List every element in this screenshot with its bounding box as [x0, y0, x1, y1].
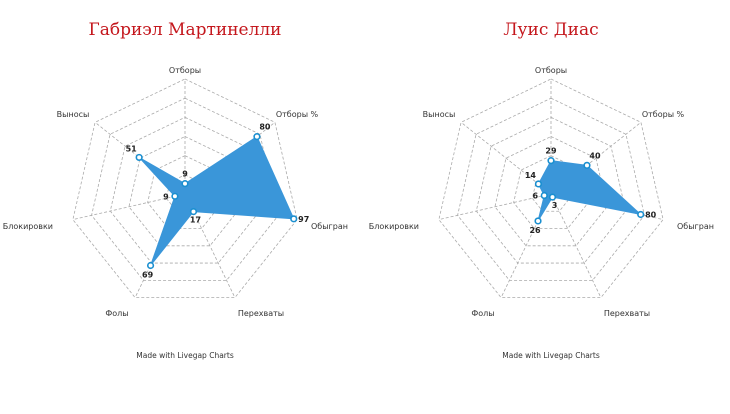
axis-spoke — [550, 121, 642, 195]
axis-label: Выносы — [423, 110, 456, 119]
data-point[interactable] — [547, 157, 555, 165]
value-label: 40 — [589, 151, 601, 160]
axis-label: Блокировки — [369, 222, 419, 231]
grid-ring — [147, 155, 223, 229]
radar-chart-right: Луис Диас Отборы Отборы % Обыгран Перехваты… — [369, 20, 714, 360]
data-point[interactable] — [534, 217, 542, 225]
data-point[interactable] — [135, 153, 143, 162]
value-label: 9 — [182, 170, 188, 179]
value-label: 6 — [532, 192, 538, 201]
grid-ring — [494, 136, 608, 247]
value-label: 17 — [190, 216, 201, 225]
grid-ring — [457, 97, 645, 281]
data-point[interactable] — [189, 208, 198, 216]
grid-ring — [475, 116, 627, 264]
radar-series — [534, 157, 645, 225]
grid-ring — [513, 155, 589, 229]
data-point[interactable] — [548, 193, 557, 201]
axis-label: Перехваты — [604, 309, 650, 318]
chart-credit: Made with Livegap Charts — [502, 351, 600, 360]
data-point[interactable] — [181, 180, 189, 188]
axis-label: Обыгран — [311, 222, 348, 231]
axis-label: Отборы — [169, 66, 201, 75]
data-point[interactable] — [290, 215, 298, 223]
axis-spoke — [72, 193, 186, 220]
radar-axes — [438, 79, 664, 298]
value-label: 26 — [529, 226, 541, 235]
data-point[interactable] — [540, 191, 548, 200]
value-label: 51 — [126, 144, 138, 153]
grid-ring — [128, 136, 242, 247]
value-label: 97 — [298, 215, 309, 224]
axis-spoke — [460, 121, 552, 195]
data-point[interactable] — [583, 161, 591, 169]
value-label: 80 — [645, 210, 657, 219]
chart-credit: Made with Livegap Charts — [136, 351, 234, 360]
axis-spoke — [500, 193, 552, 298]
axis-label: Выносы — [57, 110, 90, 119]
value-labels: 29 40 80 3 26 6 14 — [525, 147, 657, 235]
grid-ring — [91, 97, 279, 281]
grid-ring — [438, 78, 664, 299]
axis-label: Отборы % — [276, 110, 319, 119]
data-point[interactable] — [253, 133, 261, 141]
series-area — [138, 135, 295, 266]
axis-label: Обыгран — [677, 222, 714, 231]
axis-label: Отборы — [535, 66, 567, 75]
axis-label: Фолы — [105, 309, 128, 318]
data-point[interactable] — [171, 192, 179, 200]
value-label: 9 — [163, 192, 169, 201]
series-area — [537, 160, 643, 222]
axis-labels: Отборы Отборы % Обыгран Перехваты Фолы Блокир… — [369, 66, 714, 318]
axis-spoke — [184, 193, 236, 298]
grid-ring — [72, 78, 298, 299]
axis-label: Отборы % — [642, 110, 685, 119]
data-point[interactable] — [146, 261, 155, 270]
radar-series — [135, 133, 298, 270]
chart-title: Габриэл Мартинелли — [88, 20, 281, 40]
radar-chart-left: Габриэл Мартинелли Отборы Отборы % Обыгран… — [3, 20, 348, 360]
axis-label: Фолы — [471, 309, 494, 318]
data-point[interactable] — [637, 210, 645, 219]
value-label: 69 — [142, 270, 154, 279]
axis-label: Перехваты — [238, 309, 284, 318]
value-label: 14 — [525, 171, 537, 180]
axis-label: Блокировки — [3, 222, 53, 231]
axis-spoke — [550, 193, 602, 298]
value-labels: 9 80 97 17 69 9 51 — [126, 123, 310, 280]
value-label: 29 — [545, 147, 557, 156]
axis-labels: Отборы Отборы % Обыгран Перехваты Фолы Блокир… — [3, 66, 348, 318]
data-point[interactable] — [534, 180, 543, 188]
value-label: 80 — [259, 123, 271, 132]
value-label: 3 — [552, 201, 558, 210]
chart-title: Луис Диас — [503, 20, 598, 40]
axis-spoke — [438, 193, 552, 220]
